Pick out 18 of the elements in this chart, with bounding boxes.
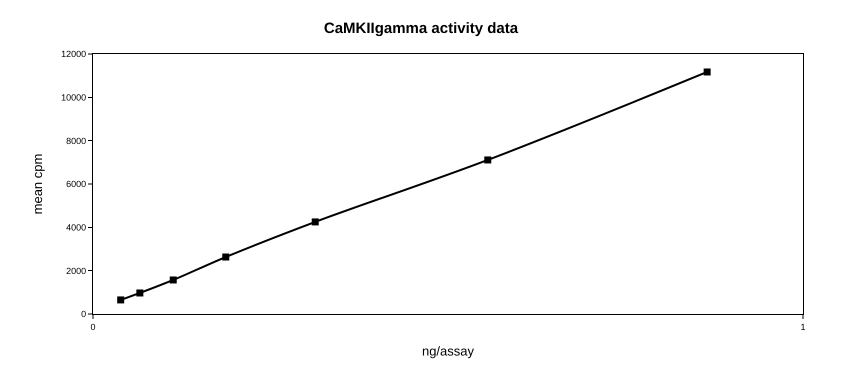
y-axis-title: mean cpm (30, 154, 46, 214)
point (484, 156, 492, 164)
y-tick-label: 0 (81, 309, 86, 320)
point (222, 254, 230, 261)
point (170, 276, 177, 284)
y-tick-label: 8000 (66, 136, 86, 146)
point (312, 218, 319, 226)
point (136, 289, 144, 296)
y-tick-label: 12000 (61, 49, 86, 60)
y-tick-label: 10000 (61, 92, 86, 102)
x-tick-label: 1 (800, 322, 806, 332)
chart-title: CaMKIIgamma activity data (324, 20, 519, 37)
x-axis-title: ng/assay (422, 343, 475, 358)
y-tick-label: 2000 (66, 266, 86, 276)
y-tick-label: 4000 (66, 222, 86, 232)
point (704, 68, 711, 76)
point (117, 296, 124, 304)
y-tick-label: 6000 (66, 179, 86, 190)
